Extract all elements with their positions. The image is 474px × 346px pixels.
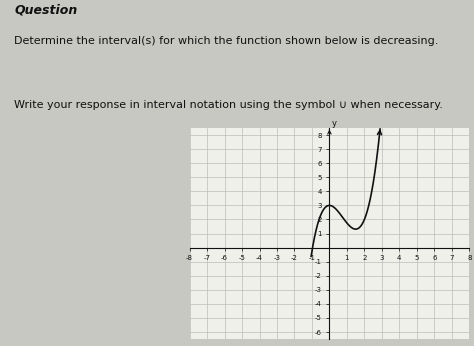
Text: Write your response in interval notation using the symbol ∪ when necessary.: Write your response in interval notation… [14, 100, 443, 110]
Text: Determine the interval(s) for which the function shown below is decreasing.: Determine the interval(s) for which the … [14, 36, 438, 46]
Text: y: y [332, 119, 337, 128]
Text: Question: Question [14, 4, 77, 17]
